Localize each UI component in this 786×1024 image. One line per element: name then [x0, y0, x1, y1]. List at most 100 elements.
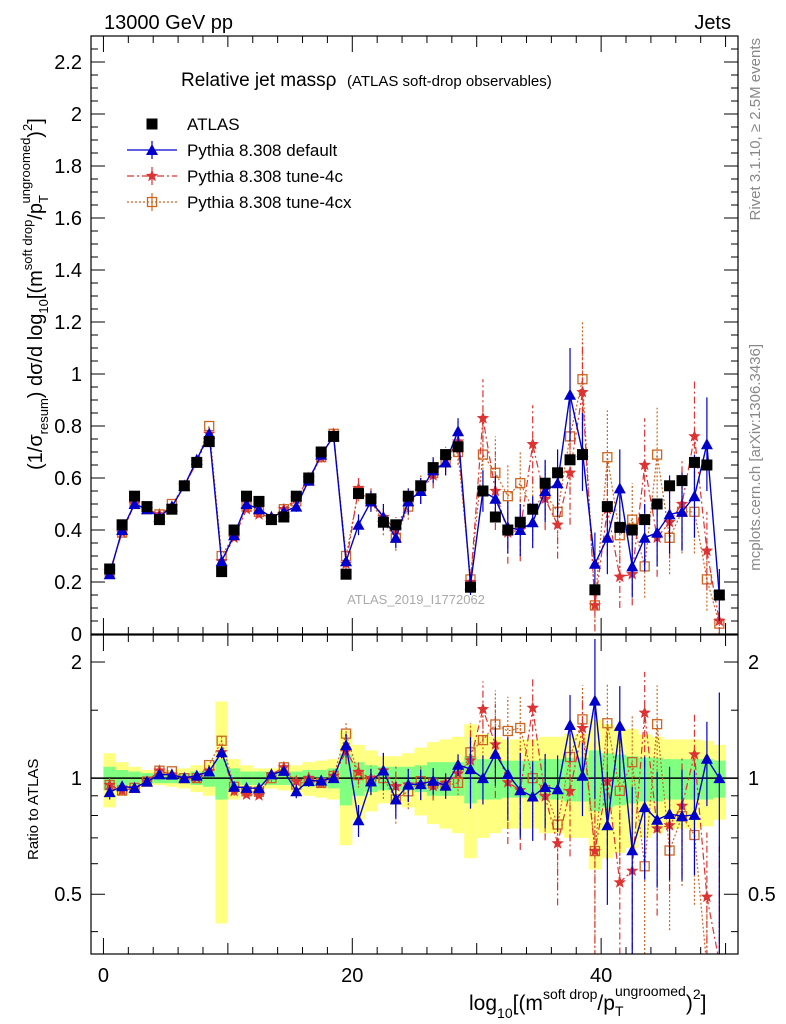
- data-point: [601, 501, 613, 513]
- ratio-point: [702, 963, 711, 972]
- data-point: [252, 503, 265, 515]
- data-point: [539, 477, 551, 489]
- ratio-point: [588, 844, 602, 857]
- ratio-point: [364, 775, 377, 787]
- data-point: [439, 456, 452, 468]
- data-point: [688, 456, 700, 468]
- y-tick-label: 1.6: [54, 208, 82, 230]
- x-axis-label: log10[(msoft drop/pTungroomed)2]: [469, 983, 706, 1021]
- ratio-point: [165, 768, 178, 780]
- data-point: [427, 462, 439, 474]
- ratio-point: [651, 813, 664, 825]
- data-point: [526, 516, 539, 528]
- ratio-point: [638, 801, 651, 813]
- data-point: [352, 481, 365, 494]
- data-point: [415, 480, 427, 492]
- data-point: [290, 490, 302, 502]
- data-point: [613, 570, 626, 583]
- ratio-point: [700, 752, 713, 764]
- y-tick-label: 1.4: [54, 260, 82, 282]
- ratio-panel-frame: [90, 634, 739, 955]
- x-tick-label: 40: [590, 965, 612, 987]
- analysis-label: ATLAS_2019_I1772062: [347, 592, 485, 607]
- data-point: [315, 446, 327, 458]
- ratio-point: [638, 706, 651, 718]
- ratio-point: [290, 774, 303, 787]
- data-point: [551, 477, 564, 489]
- data-point: [129, 490, 141, 502]
- ratio-point: [489, 747, 502, 759]
- data-point: [303, 472, 315, 484]
- ratio-series-1: [103, 639, 726, 954]
- mcplots-label: mcplots.cern.ch [arXiv:1306.3436]: [747, 344, 764, 571]
- data-point: [626, 524, 638, 536]
- data-point: [588, 557, 601, 569]
- data-point: [191, 456, 203, 468]
- data-point: [651, 498, 663, 510]
- header-energy: 13000 GeV pp: [104, 12, 233, 34]
- data-point: [328, 430, 340, 442]
- data-point: [389, 531, 402, 543]
- ratio-point: [352, 814, 365, 826]
- band-total: [215, 701, 228, 924]
- ratio-point: [452, 758, 465, 770]
- data-point: [651, 526, 664, 538]
- y-tick-label: 1.2: [54, 312, 82, 334]
- data-point: [489, 492, 502, 504]
- data-point: [203, 436, 215, 448]
- data-point: [353, 488, 365, 500]
- ratio-point: [651, 719, 663, 730]
- chart-title-main: Relative jet massρ: [181, 70, 337, 91]
- series-line: [109, 394, 720, 596]
- ratio-point: [190, 769, 203, 781]
- ratio-point: [128, 781, 141, 793]
- ratio-point: [526, 790, 539, 802]
- ratio-point: [414, 778, 427, 790]
- legend-marker: [145, 169, 159, 182]
- data-point: [241, 490, 253, 502]
- ratio-point: [327, 772, 340, 784]
- data-point: [514, 524, 527, 535]
- y-tick-label: 0.8: [54, 416, 82, 438]
- ratio-point: [228, 780, 241, 792]
- ratio-point: [140, 775, 153, 787]
- data-point: [215, 555, 228, 567]
- data-point: [613, 482, 626, 494]
- data-point: [514, 516, 526, 528]
- rivet-label: Rivet 3.1.10, ≥ 2.5M events: [747, 38, 764, 221]
- ratio-point: [340, 739, 353, 751]
- data-point: [464, 581, 476, 593]
- legend: ATLAS Pythia 8.308 default Pythia 8.308 tu…: [127, 115, 352, 212]
- ratio-point: [563, 784, 577, 797]
- ratio-y-label: Ratio to ATLAS: [25, 759, 42, 860]
- data-point: [564, 388, 577, 400]
- ratio-tick-label-right: 2: [748, 652, 759, 674]
- ratio-point: [103, 786, 116, 798]
- data-point: [602, 452, 613, 463]
- ratio-point: [551, 783, 564, 795]
- data-point: [502, 524, 514, 536]
- data-point: [402, 490, 414, 502]
- data-point: [489, 511, 501, 523]
- ratio-point: [515, 722, 526, 734]
- legend-label: Pythia 8.308 tune-4c: [187, 167, 343, 186]
- ratio-point: [627, 757, 638, 768]
- main-panel-series: [103, 322, 726, 634]
- y-tick-label: 0.2: [54, 572, 82, 594]
- ratio-point: [215, 746, 228, 758]
- data-point: [651, 449, 663, 460]
- ratio-point: [613, 719, 626, 731]
- ratio-tick-label: 1: [71, 768, 82, 790]
- ratio-point: [602, 718, 613, 729]
- data-point: [663, 508, 676, 520]
- y-tick-label: 2.2: [54, 52, 82, 74]
- ratio-point: [564, 719, 577, 731]
- ratio-point: [402, 778, 415, 790]
- data-point: [638, 531, 651, 543]
- ratio-point: [252, 788, 266, 801]
- ratio-point: [476, 772, 489, 784]
- ratio-point: [240, 788, 253, 800]
- data-point: [588, 598, 602, 611]
- series-line: [109, 392, 720, 622]
